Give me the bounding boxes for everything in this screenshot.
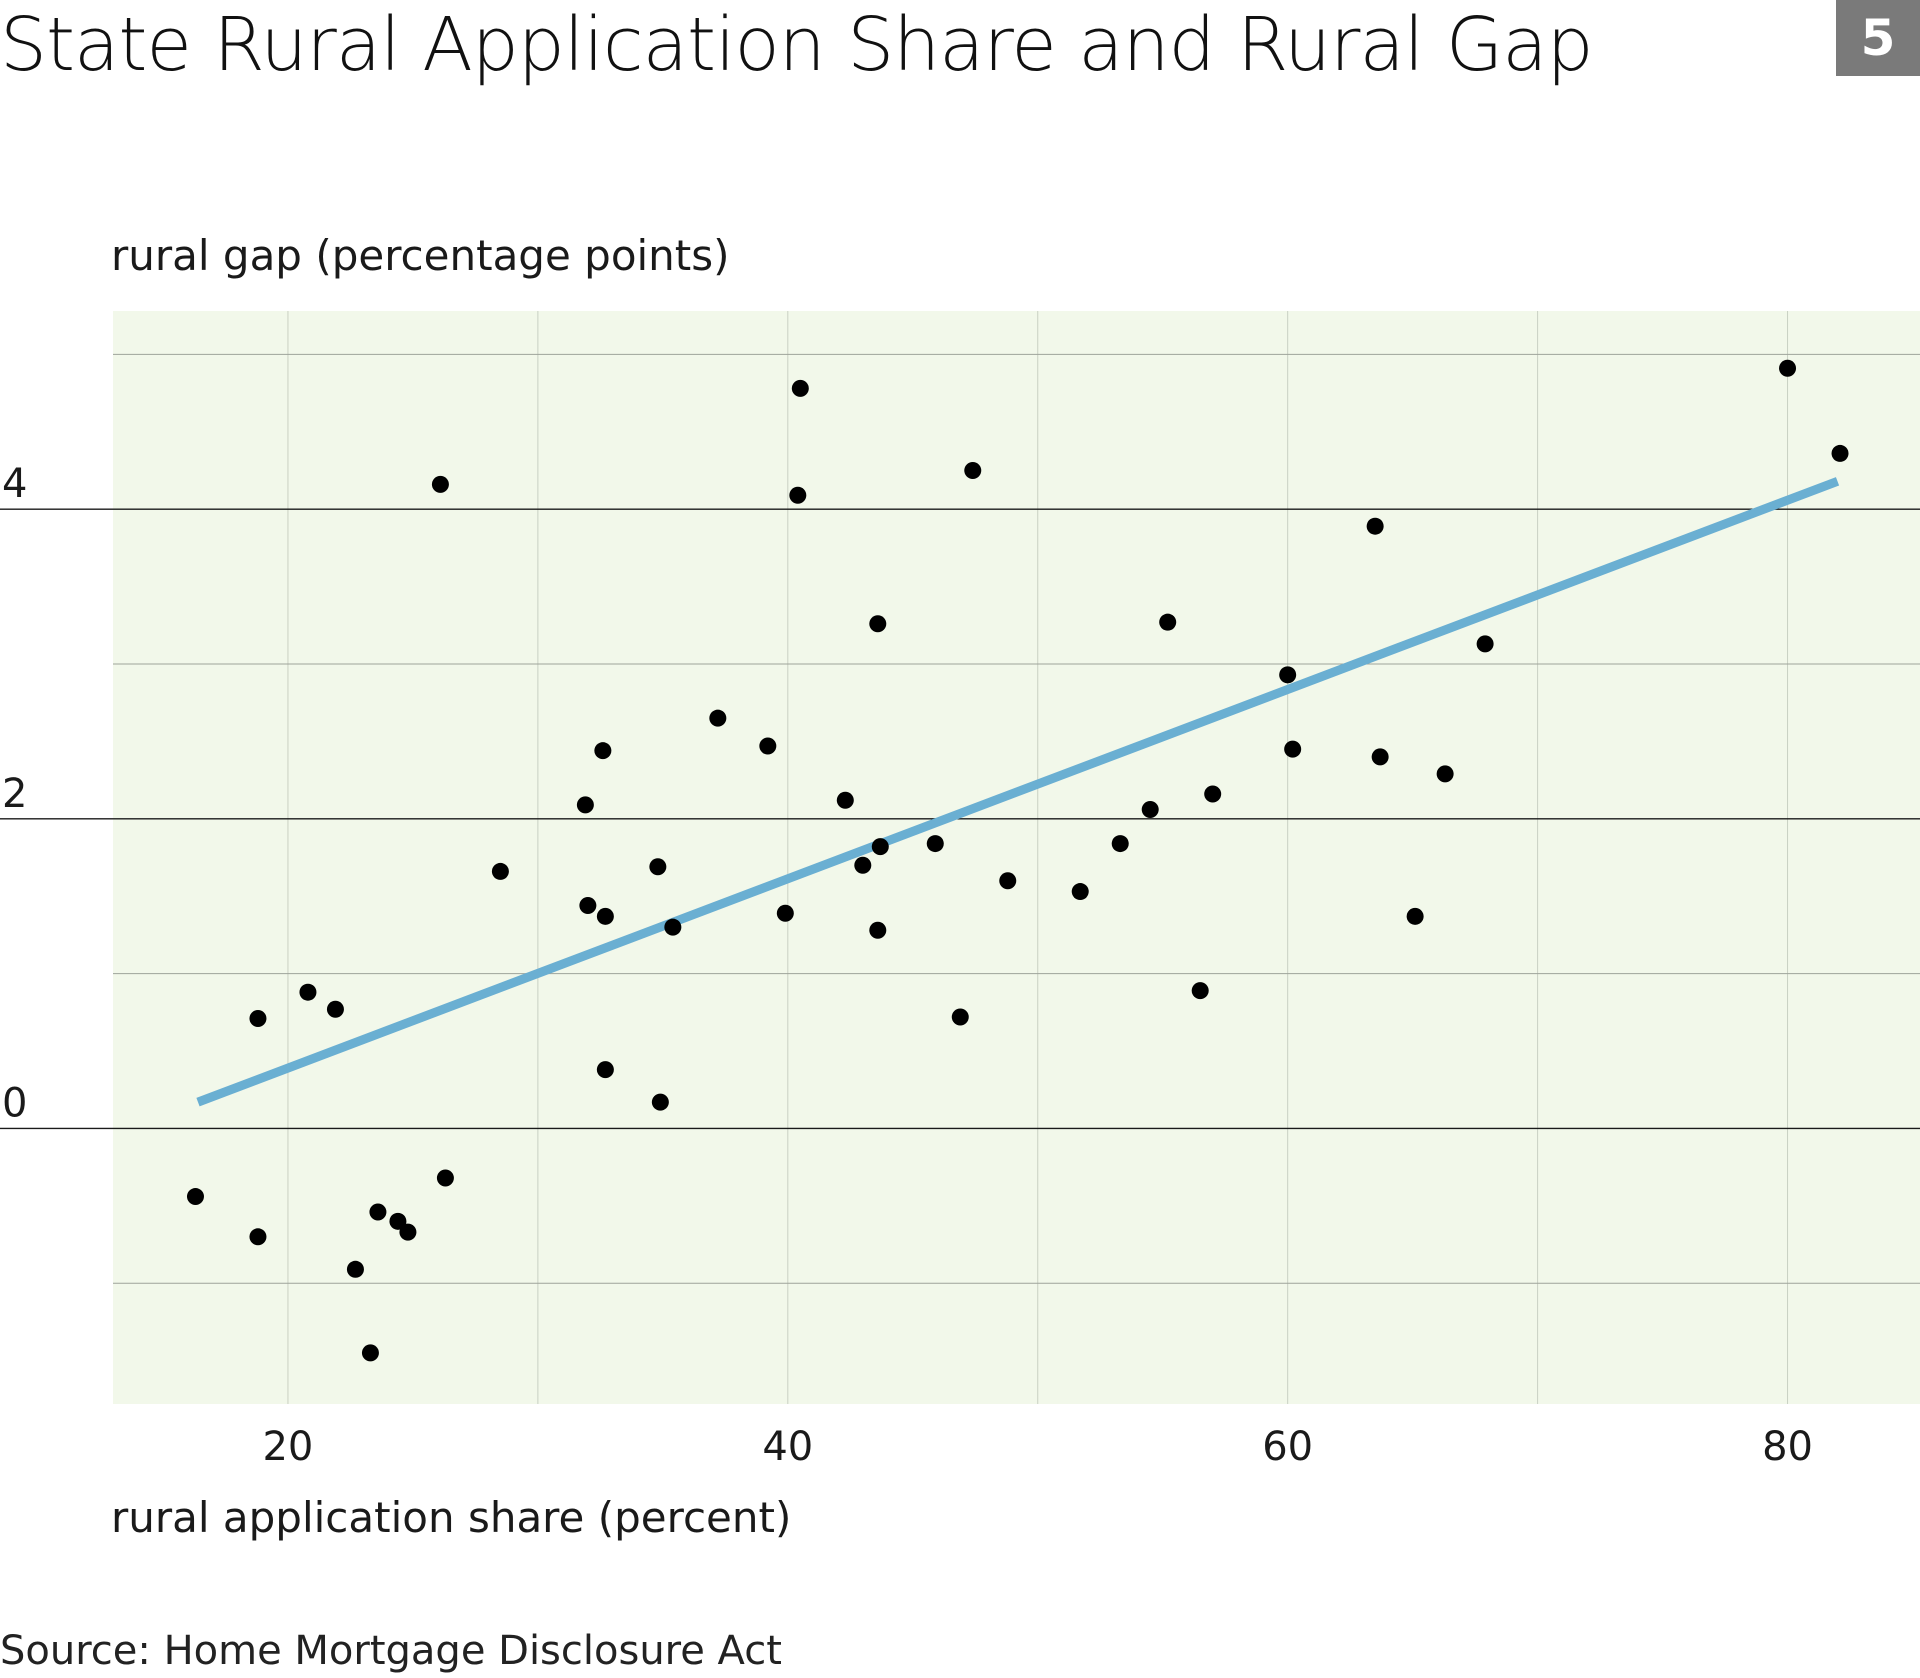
- data-point: [389, 1212, 407, 1230]
- data-point: [999, 872, 1017, 890]
- data-point: [1191, 982, 1209, 1000]
- data-point: [1204, 785, 1222, 803]
- data-point: [596, 1061, 614, 1079]
- data-point: [346, 1260, 364, 1278]
- data-point: [1831, 444, 1849, 462]
- data-point: [431, 475, 449, 493]
- x-tick-label: 40: [762, 1424, 813, 1470]
- data-point: [596, 907, 614, 925]
- data-point: [964, 461, 982, 479]
- data-point: [186, 1188, 204, 1206]
- data-point: [869, 921, 887, 939]
- data-point: [1366, 517, 1384, 535]
- x-tick-label: 60: [1262, 1424, 1313, 1470]
- data-point: [649, 858, 667, 876]
- data-point: [1284, 740, 1302, 758]
- data-point: [776, 904, 794, 922]
- grid-lines: [0, 311, 1920, 1404]
- data-point: [361, 1344, 379, 1362]
- trend-line: [196, 477, 1840, 1107]
- data-point: [869, 615, 887, 633]
- axis-tick-labels: 20 40 60 80 0 2 4: [2, 461, 1813, 1470]
- data-point: [436, 1169, 454, 1187]
- data-point: [1071, 883, 1089, 901]
- data-point: [399, 1223, 417, 1241]
- y-axis-label: rural gap (percentage points): [111, 231, 730, 280]
- data-point: [1406, 907, 1424, 925]
- data-point: [249, 1010, 267, 1028]
- data-point: [759, 737, 777, 755]
- data-point: [1436, 765, 1454, 783]
- data-point: [791, 379, 809, 397]
- data-point: [651, 1093, 669, 1111]
- data-point: [249, 1228, 267, 1246]
- data-point: [1111, 835, 1129, 853]
- data-points: [186, 359, 1849, 1362]
- chart-title: State Rural Application Share and Rural …: [0, 2, 1594, 88]
- data-point: [951, 1008, 969, 1026]
- data-point: [369, 1203, 387, 1221]
- x-tick-label: 80: [1762, 1424, 1813, 1470]
- data-point: [299, 983, 317, 1001]
- source-note: Source: Home Mortgage Disclosure Act: [0, 1628, 782, 1674]
- data-point: [709, 709, 727, 727]
- data-point: [579, 896, 597, 914]
- data-point: [1371, 748, 1389, 766]
- plot-background: [113, 311, 1920, 1404]
- data-point: [1159, 613, 1177, 631]
- x-axis-label: rural application share (percent): [111, 1493, 791, 1542]
- y-tick-label: 2: [2, 771, 27, 817]
- data-point: [1141, 801, 1159, 819]
- y-tick-label: 4: [2, 461, 27, 507]
- x-tick-label: 20: [262, 1424, 313, 1470]
- data-point: [1279, 666, 1297, 684]
- data-point: [1779, 359, 1797, 377]
- data-point: [1476, 635, 1494, 653]
- data-point: [836, 791, 854, 809]
- data-point: [594, 742, 612, 760]
- figure-number-badge: 5: [1836, 0, 1920, 76]
- data-point: [664, 918, 682, 936]
- data-point: [326, 1000, 344, 1018]
- y-tick-label: 0: [2, 1080, 27, 1126]
- data-point: [854, 856, 872, 874]
- data-point: [576, 796, 594, 814]
- data-point: [926, 835, 944, 853]
- data-point: [491, 862, 509, 880]
- data-point: [789, 486, 807, 504]
- data-point: [871, 838, 889, 856]
